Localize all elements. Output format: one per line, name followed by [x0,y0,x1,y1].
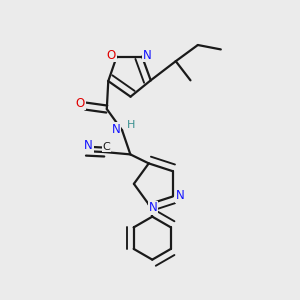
Text: O: O [76,97,85,110]
Text: H: H [127,120,135,130]
Text: N: N [112,123,121,136]
Text: O: O [107,49,116,62]
Text: C: C [103,142,110,152]
Text: N: N [84,140,93,152]
Text: N: N [143,49,152,62]
Text: N: N [176,189,184,203]
Text: N: N [149,201,158,214]
